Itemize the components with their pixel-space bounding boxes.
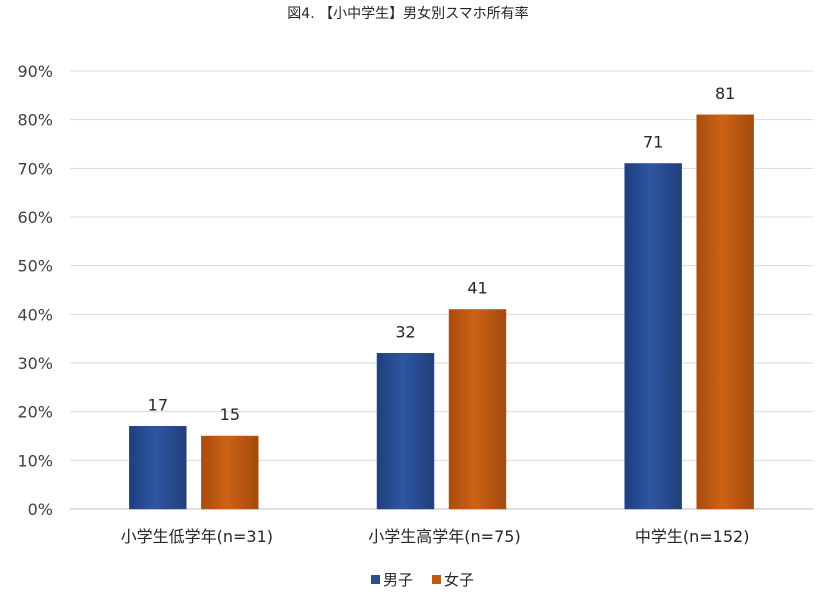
y-tick-label: 60% — [17, 208, 53, 227]
legend-label: 女子 — [444, 571, 474, 589]
data-label: 15 — [220, 405, 240, 424]
data-label: 81 — [715, 84, 735, 103]
bar-girls — [696, 114, 754, 510]
data-label: 71 — [643, 132, 663, 151]
legend-label: 男子 — [383, 571, 413, 589]
y-tick-label: 10% — [17, 451, 53, 470]
bar-boys — [376, 353, 435, 510]
x-category-label: 小学生低学年(n=31) — [121, 527, 273, 546]
y-tick-label: 30% — [17, 354, 53, 373]
bars-layer — [129, 114, 754, 510]
y-tick-label: 40% — [17, 305, 53, 324]
labels-layer: 0% 10% 20% 30% 40% 50% 60% 70% 80% 90% 17 15 小学生低学年(… — [17, 62, 749, 546]
legend-swatch — [371, 575, 380, 584]
data-label: 41 — [467, 278, 487, 297]
legend: 男子 女子 — [371, 571, 474, 589]
y-tick-label: 70% — [17, 159, 53, 178]
grid-layer — [70, 70, 813, 510]
data-label: 32 — [395, 322, 415, 341]
data-label: 17 — [148, 395, 168, 414]
y-tick-label: 20% — [17, 403, 53, 422]
y-tick-label: 80% — [17, 111, 53, 130]
bar-girls — [448, 309, 507, 510]
y-tick-label: 0% — [28, 500, 53, 519]
x-category-label: 中学生(n=152) — [635, 527, 750, 546]
bar-boys — [624, 163, 682, 510]
chart-title: 図4. 【小中学生】男女別スマホ所有率 — [287, 5, 528, 22]
y-tick-label: 90% — [17, 62, 53, 81]
legend-swatch — [432, 575, 441, 584]
x-category-label: 小学生高学年(n=75) — [368, 527, 520, 546]
bar-girls — [201, 435, 259, 510]
bar-boys — [129, 426, 187, 510]
y-tick-label: 50% — [17, 257, 53, 276]
